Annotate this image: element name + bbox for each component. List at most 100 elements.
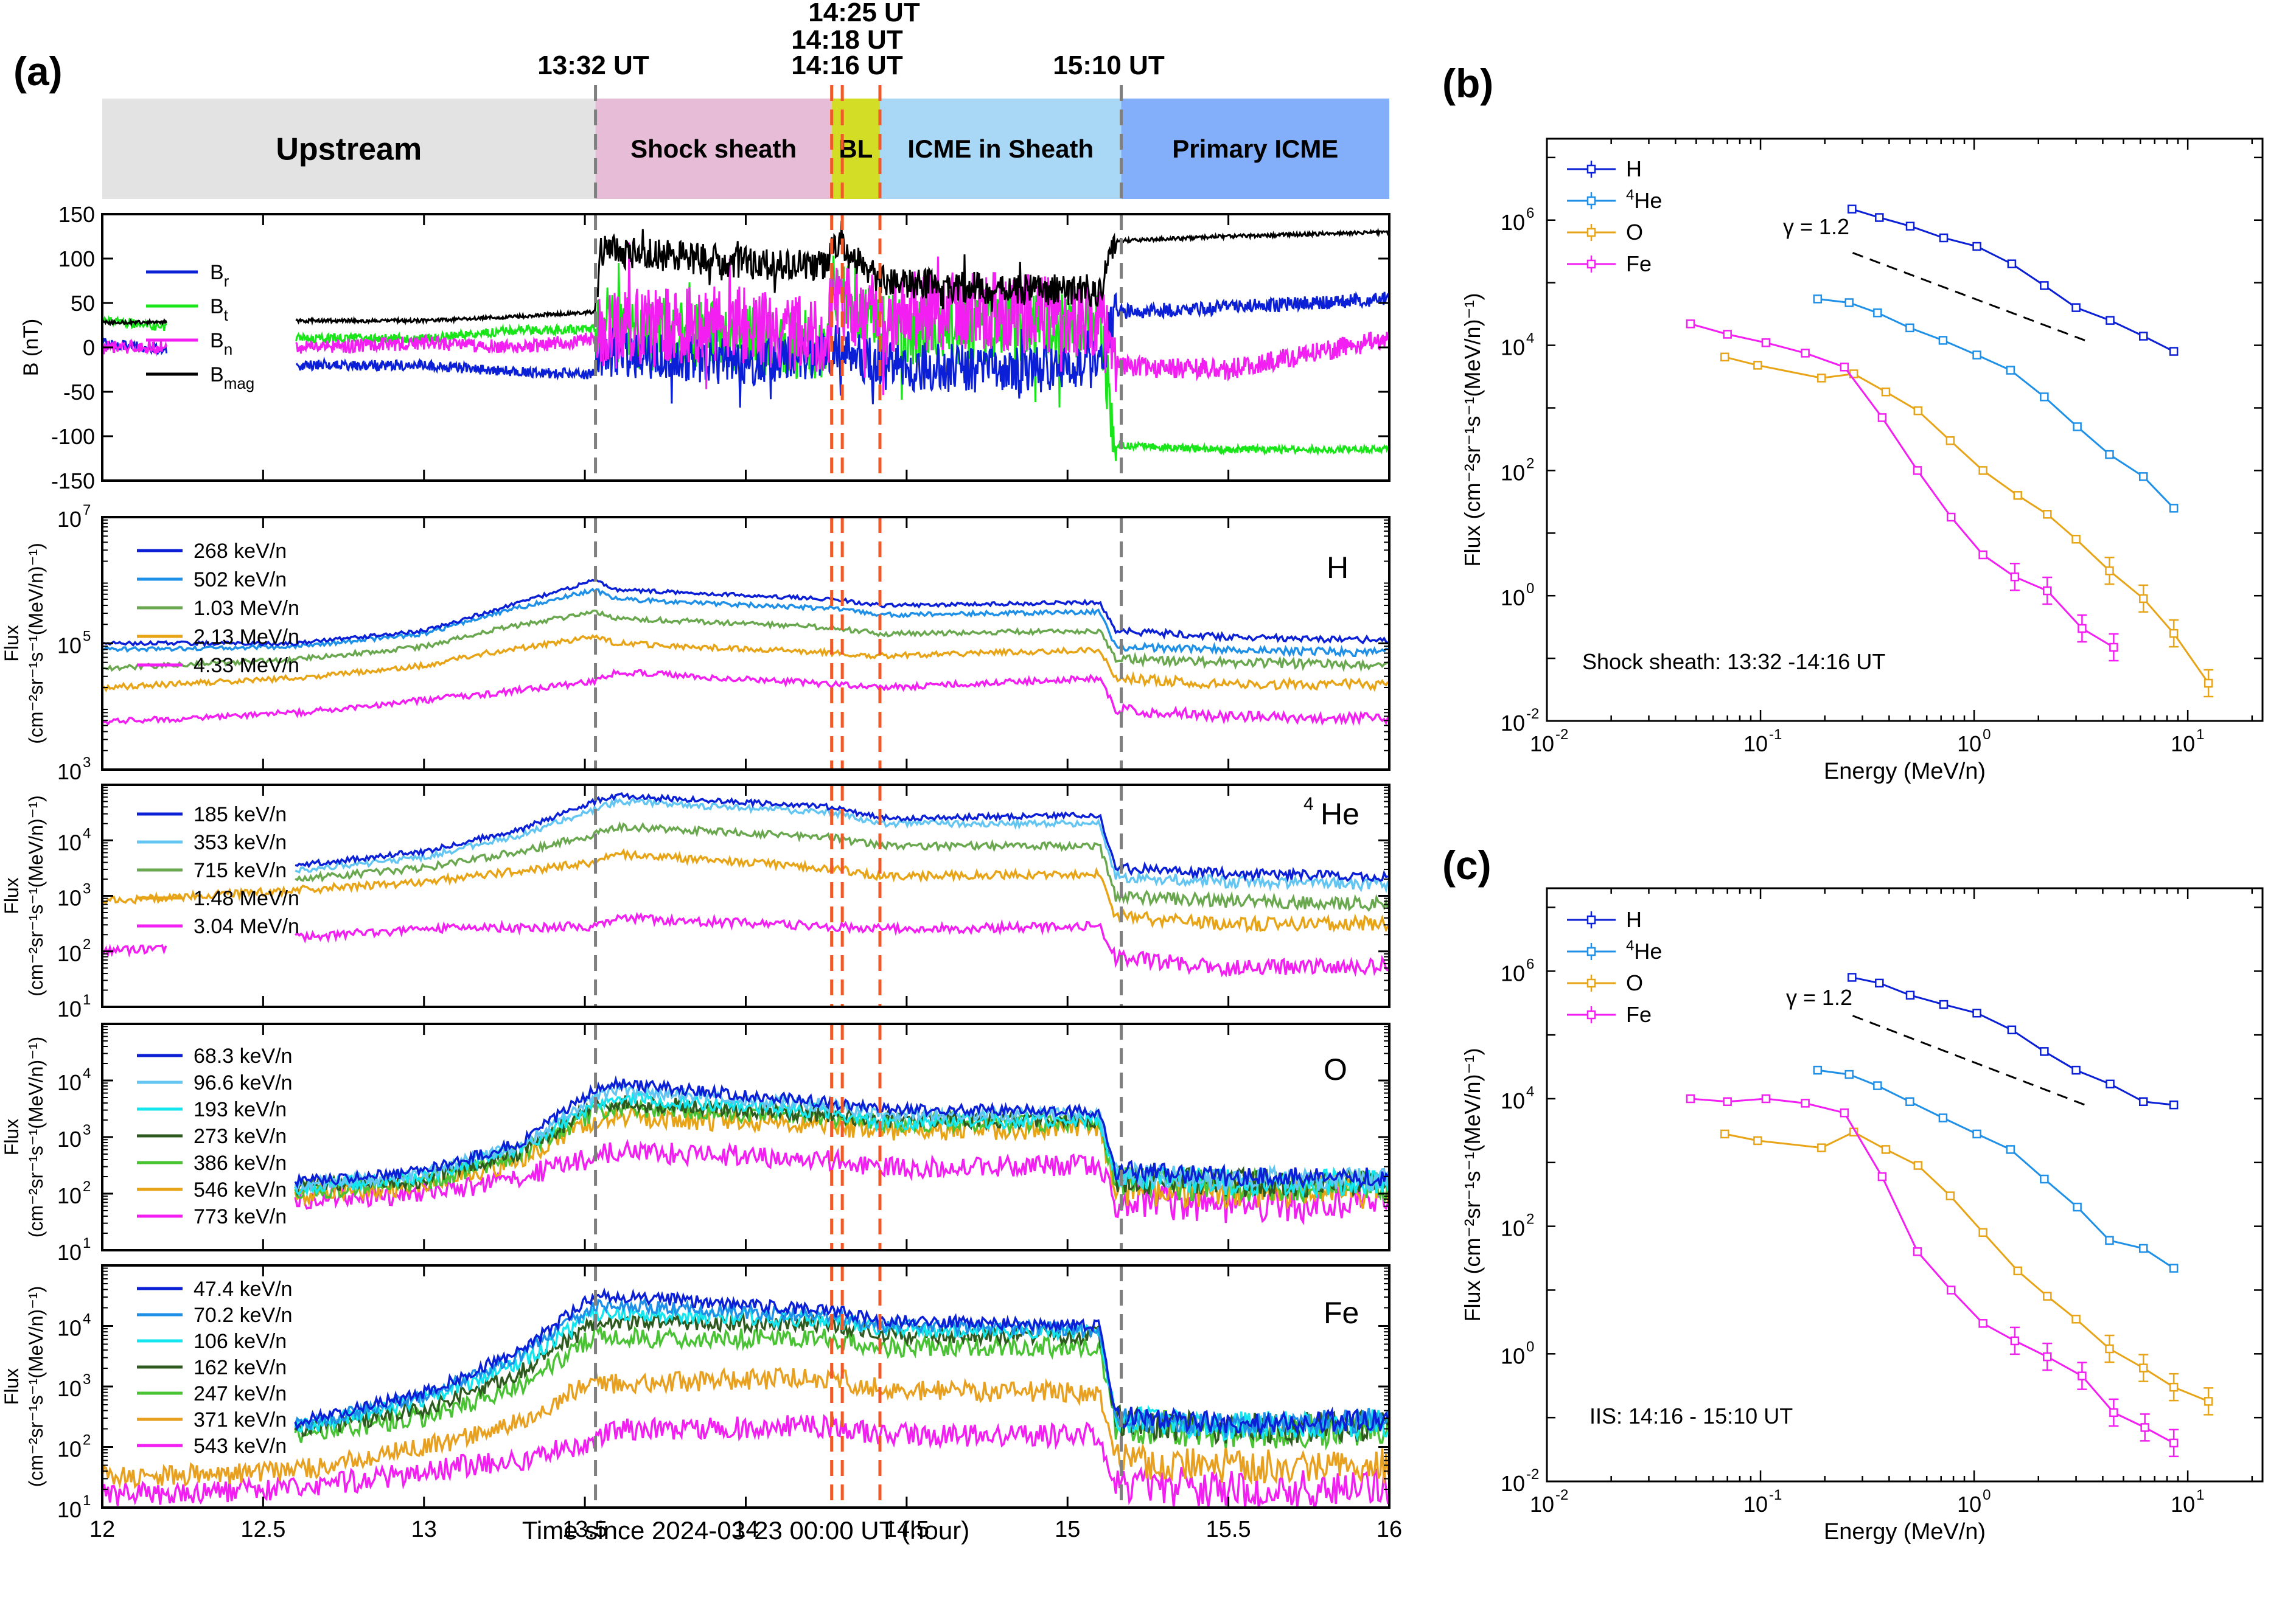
data-point bbox=[1844, 298, 1854, 307]
data-point bbox=[1972, 1129, 1981, 1139]
y-tick-label: 10 bbox=[57, 507, 82, 532]
y-tick-label: 10 bbox=[57, 1183, 82, 1208]
spectrum-4he bbox=[1813, 294, 2179, 513]
data-point bbox=[1753, 361, 1762, 370]
data-point bbox=[1844, 1070, 1854, 1079]
data-point bbox=[1753, 1136, 1762, 1146]
y-tick-exponent: 3 bbox=[83, 754, 91, 771]
panel-species-sup: 4 bbox=[1303, 794, 1314, 814]
y-tick-exponent: 2 bbox=[1526, 455, 1534, 471]
spectrum-line bbox=[1817, 297, 2175, 509]
data-point bbox=[1881, 387, 1891, 397]
legend-label: 193 keV/n bbox=[194, 1098, 287, 1121]
spectrum-line bbox=[1817, 1069, 2174, 1269]
y-tick-label: 50 bbox=[71, 291, 95, 316]
y-tick-label: -50 bbox=[63, 380, 95, 405]
data-point bbox=[2106, 1079, 2115, 1089]
data-point bbox=[1978, 550, 1987, 560]
gamma-reference-line bbox=[1852, 1015, 2085, 1106]
data-point bbox=[1686, 319, 1695, 329]
x-tick-label: 10 bbox=[1530, 1492, 1554, 1517]
y-tick-exponent: 1 bbox=[83, 1235, 91, 1251]
y-tick-label: 10 bbox=[57, 830, 82, 855]
legend-label: 502 keV/n bbox=[194, 568, 287, 591]
data-point bbox=[2007, 1025, 2017, 1035]
series-line bbox=[102, 668, 1389, 726]
data-point bbox=[2106, 316, 2115, 325]
y-axis-label: B (nT) bbox=[19, 319, 43, 376]
data-point bbox=[1913, 406, 1923, 416]
x-tick-label: 10 bbox=[1743, 1492, 1768, 1517]
data-point bbox=[2010, 572, 2020, 582]
y-axis-label: Flux bbox=[1, 877, 23, 914]
x-tick-label: 10 bbox=[2171, 1492, 2195, 1517]
series-line bbox=[295, 792, 1389, 883]
data-point bbox=[2043, 1292, 2052, 1301]
x-tick-label: 10 bbox=[1957, 731, 1981, 756]
data-point bbox=[1939, 233, 1949, 243]
y-tick-label: 10 bbox=[1501, 1088, 1525, 1113]
series-line bbox=[294, 1296, 1389, 1438]
data-point bbox=[2204, 678, 2213, 688]
y-tick-exponent: 6 bbox=[1526, 205, 1534, 221]
y-tick-label: 10 bbox=[1501, 1343, 1525, 1368]
event-time-1425: 14:25 UT bbox=[808, 0, 920, 27]
interval-label: Shock sheath: 13:32 -14:16 UT bbox=[1582, 649, 1885, 674]
legend-label: 2.13 MeV/n bbox=[194, 625, 299, 649]
data-point bbox=[1946, 512, 1956, 522]
legend-marker bbox=[1586, 164, 1596, 174]
legend-marker bbox=[1586, 947, 1596, 956]
data-point bbox=[1813, 1065, 1823, 1075]
data-point bbox=[2010, 1336, 2020, 1346]
series-line bbox=[102, 579, 1389, 648]
data-point bbox=[1939, 1000, 1949, 1009]
data-point bbox=[2071, 1065, 2081, 1075]
y-tick-label: 10 bbox=[1501, 210, 1525, 235]
data-point bbox=[1938, 1113, 1948, 1122]
data-point bbox=[1877, 413, 1887, 422]
y-tick-exponent: 2 bbox=[83, 936, 91, 953]
data-point bbox=[2109, 642, 2118, 652]
series-line bbox=[102, 609, 1389, 673]
y-axis-label: Flux (cm⁻²sr⁻¹s⁻¹(MeV/n)⁻¹) bbox=[1460, 293, 1485, 567]
data-point bbox=[1723, 1097, 1732, 1107]
x-axis-label: Time since 2024-03-23 00:00 UT (hour) bbox=[522, 1516, 969, 1545]
legend-label: 185 keV/n bbox=[194, 803, 287, 826]
panel-species-label: H bbox=[1327, 551, 1349, 585]
data-point bbox=[1873, 1081, 1882, 1090]
data-point bbox=[1972, 1008, 1981, 1018]
y-tick-exponent: 2 bbox=[1526, 1211, 1534, 1228]
region-label: ICME in Sheath bbox=[907, 134, 1094, 163]
x-tick-exponent: 0 bbox=[1983, 726, 1991, 743]
legend-label: 546 keV/n bbox=[194, 1178, 287, 1202]
legend-label: 70.2 keV/n bbox=[194, 1304, 293, 1327]
flux-series bbox=[102, 579, 1389, 726]
data-point bbox=[1905, 221, 1915, 231]
event-time-1332: 13:32 UT bbox=[537, 50, 649, 80]
x-axis-label: Energy (MeV/n) bbox=[1824, 759, 1986, 784]
legend-marker bbox=[1586, 1010, 1596, 1020]
legend-label: 371 keV/n bbox=[194, 1408, 287, 1432]
series-line bbox=[294, 1287, 1389, 1436]
data-point bbox=[2169, 1382, 2179, 1392]
data-point bbox=[1848, 973, 1857, 982]
legend-label: 47.4 keV/n bbox=[194, 1278, 293, 1301]
panel-species-label: O bbox=[1324, 1052, 1347, 1087]
data-point bbox=[1720, 1129, 1729, 1139]
series-line bbox=[102, 634, 1389, 692]
x-tick-exponent: 0 bbox=[1983, 1487, 1991, 1503]
data-point bbox=[1978, 1228, 1987, 1237]
y-tick-exponent: 2 bbox=[83, 1432, 91, 1449]
data-point bbox=[2040, 1047, 2049, 1056]
y-tick-label: 10 bbox=[1501, 1471, 1525, 1496]
data-point bbox=[1813, 294, 1823, 304]
data-point bbox=[2140, 1423, 2149, 1432]
data-point bbox=[1817, 1143, 1826, 1152]
data-point bbox=[2105, 1344, 2114, 1354]
data-point bbox=[1945, 1191, 1955, 1200]
x-tick-exponent: 1 bbox=[2196, 726, 2204, 743]
legend-label: 1.48 MeV/n bbox=[194, 887, 299, 910]
data-point bbox=[1801, 1099, 1810, 1108]
